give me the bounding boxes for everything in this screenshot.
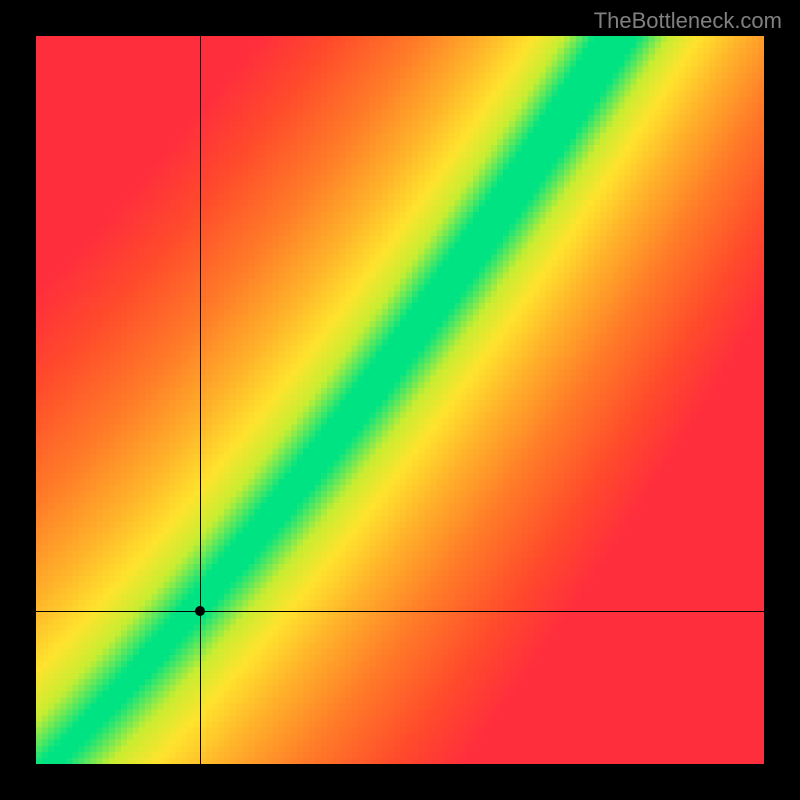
crosshair-horizontal	[36, 611, 764, 612]
selection-marker	[195, 606, 205, 616]
heatmap-canvas	[36, 36, 764, 764]
crosshair-vertical	[200, 36, 201, 764]
bottleneck-heatmap	[36, 36, 764, 764]
watermark-text: TheBottleneck.com	[594, 8, 782, 34]
